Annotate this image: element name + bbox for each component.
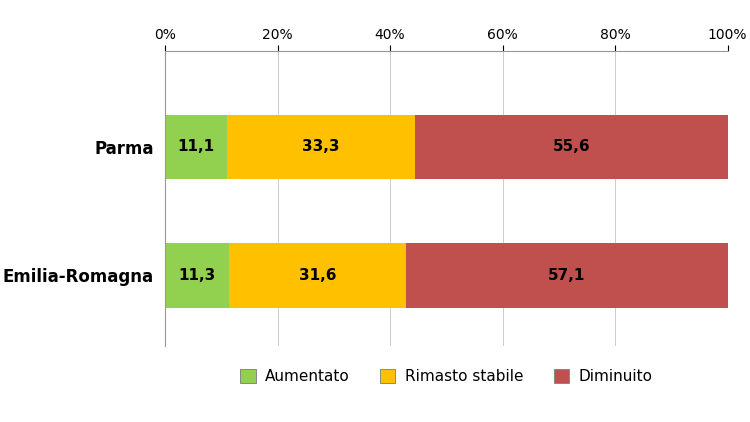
Bar (406, 243, 728, 308)
Bar (415, 115, 728, 179)
Text: 57,1: 57,1 (548, 268, 586, 283)
Text: 55,6: 55,6 (552, 139, 590, 154)
Bar (165, 243, 229, 308)
Text: 11,1: 11,1 (178, 139, 214, 154)
Bar (165, 115, 227, 179)
Bar (227, 115, 415, 179)
Text: 33,3: 33,3 (302, 139, 340, 154)
Text: 11,3: 11,3 (178, 268, 215, 283)
Text: 31,6: 31,6 (298, 268, 336, 283)
Bar (229, 243, 406, 308)
Legend: Aumentato, Rimasto stabile, Diminuito: Aumentato, Rimasto stabile, Diminuito (236, 364, 657, 389)
